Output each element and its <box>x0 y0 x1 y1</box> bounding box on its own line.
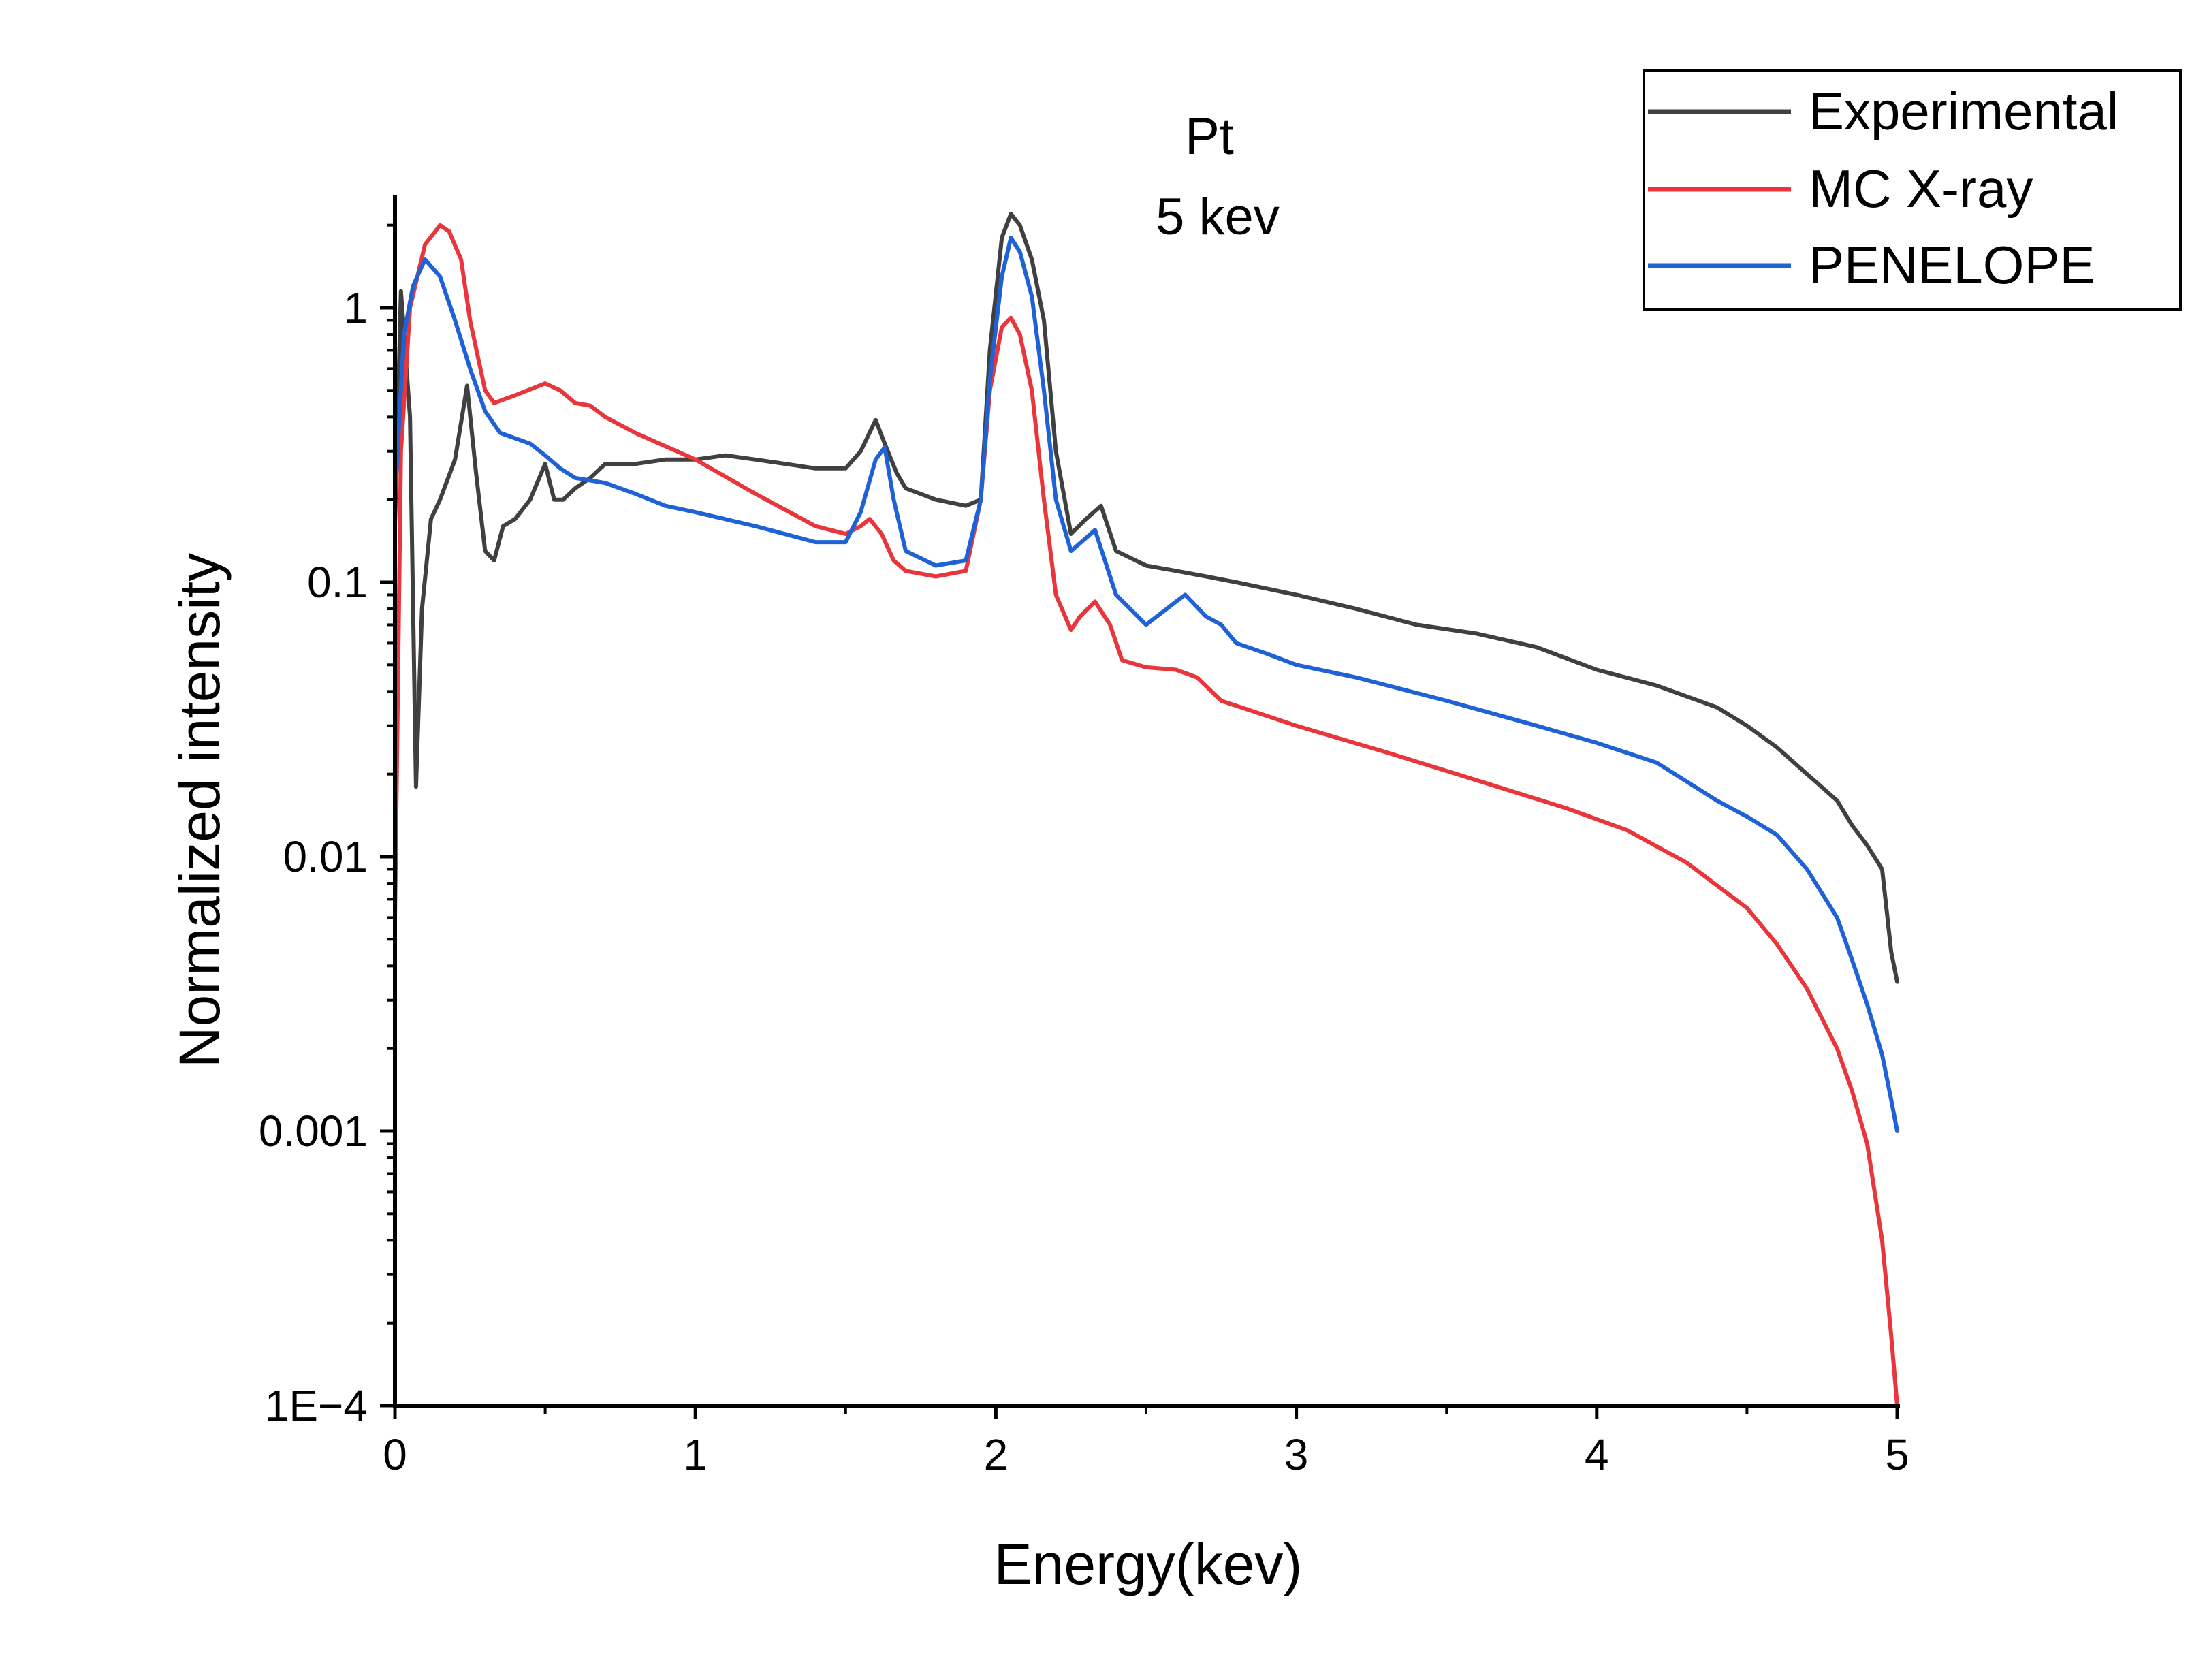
y-tick-label: 0.01 <box>283 832 368 881</box>
x-axis-label: Energy(kev) <box>994 1532 1303 1596</box>
ticks-layer: 0 1 2 3 4 5 1E−4 0.001 0.01 0.1 1 <box>259 223 1909 1479</box>
legend-label: Experimental <box>1809 81 2118 141</box>
y-tick-label: 1E−4 <box>265 1381 368 1430</box>
y-tick-label: 1 <box>343 283 368 332</box>
x-tick-label: 5 <box>1885 1430 1909 1479</box>
x-tick-label: 0 <box>383 1430 407 1479</box>
x-tick-label: 3 <box>1284 1430 1309 1479</box>
x-tick-label: 1 <box>683 1430 708 1479</box>
y-tick-label: 0.1 <box>307 558 368 607</box>
y-axis-label: Normalized intensity <box>168 553 232 1068</box>
series-layer <box>393 212 1899 1408</box>
x-tick-label: 2 <box>984 1430 1009 1479</box>
legend-label: MC X-ray <box>1809 159 2033 219</box>
series-line-penelope <box>393 236 1899 1133</box>
y-tick-label: 0.001 <box>259 1107 368 1156</box>
axes-layer <box>393 195 1900 1408</box>
series-line-experimental <box>393 212 1899 984</box>
legend-items: Experimental MC X-ray PENELOPE <box>1648 81 2118 295</box>
chart-subtitle: 5 kev <box>1156 188 1280 246</box>
legend: Experimental MC X-ray PENELOPE <box>1642 69 2182 311</box>
x-tick-label: 4 <box>1585 1430 1609 1479</box>
chart-title: Pt <box>1185 108 1234 165</box>
series-line-mc-x-ray <box>393 223 1899 1408</box>
legend-label: PENELOPE <box>1809 235 2095 295</box>
